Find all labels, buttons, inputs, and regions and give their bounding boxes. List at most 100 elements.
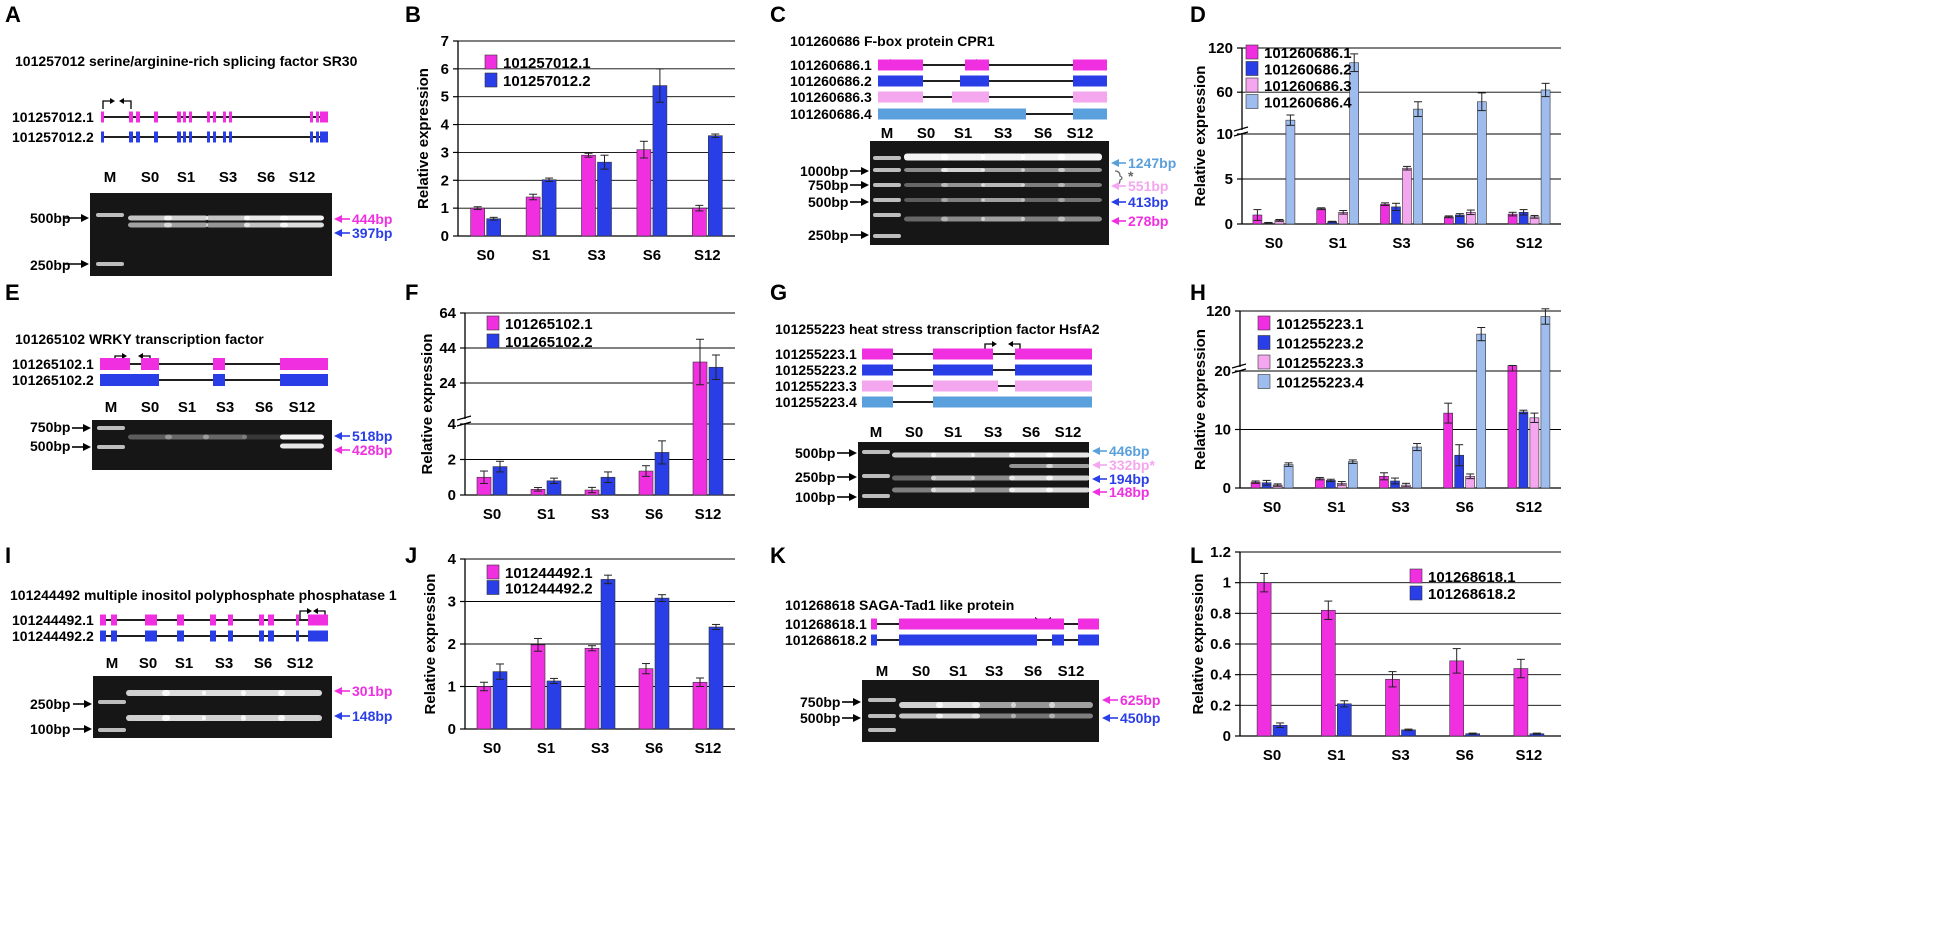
x-tick-label-D-S12: S12 (1516, 235, 1543, 252)
bar-L-101268618.1-S3 (1385, 678, 1400, 737)
x-tick-label-B-S6: S6 (643, 247, 661, 264)
exon (177, 131, 181, 143)
exon (223, 111, 226, 123)
y-tick-label-L: 1 (1223, 575, 1231, 592)
y-tick-label-B: 7 (441, 33, 449, 50)
gel-band (128, 222, 172, 228)
errorbar-F-101265102.2-S3 (604, 471, 612, 484)
y-tick-label-J: 4 (448, 551, 457, 568)
gel-band (899, 713, 943, 719)
y-tick-label-D: 5 (1225, 171, 1233, 188)
bar-F-101265102.2-S12 (708, 366, 724, 496)
y-tick-label-L: 1.2 (1210, 544, 1231, 561)
lane-label-E-M: M (105, 399, 118, 416)
y-tick-label-L: 0 (1223, 728, 1231, 745)
ladder-label-G-250: 250bp (795, 469, 835, 485)
bar-L-101268618.2-S1 (1337, 703, 1352, 737)
legend-label-B-101257012.2: 101257012.2 (503, 73, 591, 90)
ladder-arrow-G1 (837, 449, 857, 457)
lane-label-C-S12: S12 (1067, 125, 1094, 142)
legend-swatch-H (1257, 335, 1271, 350)
exon (952, 91, 989, 103)
x-tick-label-L-S1: S1 (1327, 747, 1345, 764)
lane-label-E-S1: S1 (178, 399, 196, 416)
band-label-C-star: * (1128, 168, 1134, 184)
panel-letter-E: E (5, 280, 20, 305)
legend-swatch-J (486, 564, 500, 580)
errorbar-D-101260686.4-S12 (1541, 82, 1550, 98)
gel-band (164, 222, 208, 228)
gene-model-C3 (878, 91, 1107, 103)
lane-label-A-S12: S12 (289, 169, 316, 186)
errorbar-L-101268618.1-S1 (1324, 600, 1333, 620)
gel-band (892, 487, 936, 493)
band-label-G1: 446bp (1109, 443, 1149, 459)
legend-label-B-101257012.1: 101257012.1 (503, 55, 591, 72)
y-tick-label-H: 0 (1223, 480, 1231, 497)
bar-B-101257012.2-S12 (707, 135, 723, 237)
exon (960, 75, 989, 87)
exon (862, 348, 893, 360)
exon (129, 131, 133, 143)
errorbar-F-101265102.1-S3 (588, 486, 596, 494)
y-axis-label-J: Relative expression (422, 574, 439, 715)
gel-band (241, 690, 285, 696)
lane-label-A-S1: S1 (177, 169, 195, 186)
errorbar-D-101260686.4-S1 (1350, 53, 1359, 73)
bar-H-101255223.4-S12 (1540, 316, 1551, 489)
exon (1078, 618, 1099, 630)
x-tick-label-F-S6: S6 (645, 506, 663, 523)
gel-band (1021, 153, 1065, 161)
exon (899, 634, 1037, 646)
lane-label-A-M: M (104, 169, 117, 186)
errorbar-B-101257012.1-S6 (639, 140, 648, 159)
ladder-label-C-750: 750bp (808, 177, 848, 193)
lane-label-E-S6: S6 (255, 399, 273, 416)
isoform-label-C-2: 101260686.2 (790, 73, 872, 89)
isoform-label-G-1: 101255223.1 (775, 346, 857, 362)
gel-band (1049, 713, 1093, 719)
gel-band (1046, 452, 1090, 458)
exon (878, 75, 923, 87)
x-tick-label-H-S12: S12 (1516, 499, 1543, 516)
bar-D-101260686.3-S3 (1402, 167, 1412, 225)
errorbar-B-101257012.1-S3 (584, 152, 593, 158)
errorbar-J-101244492.2-S3 (604, 574, 612, 585)
gel-I (93, 676, 332, 738)
legend-swatch-H (1257, 315, 1271, 331)
errorbar-J-101244492.2-S12 (712, 623, 720, 631)
legend-swatch-H (1257, 354, 1271, 370)
isoform-label-I-2: 101244492.2 (12, 628, 94, 644)
band-arrow-E1 (334, 432, 350, 440)
band-label-G3: 194bp (1109, 471, 1149, 487)
panel-title-E: 101265102 WRKY transcription factor (15, 331, 264, 347)
errorbar-D-101260686.1-S3 (1381, 202, 1389, 207)
exon (296, 614, 299, 626)
y-tick-label-L: 0.4 (1210, 667, 1232, 684)
ladder-label-E-750: 750bp (30, 419, 70, 435)
isoform-label-I-1: 101244492.1 (12, 612, 94, 628)
band-label-C3: 413bp (1128, 194, 1168, 210)
legend-label-H-101255223.1: 101255223.1 (1276, 316, 1364, 333)
isoform-label-G-2: 101255223.2 (775, 362, 857, 378)
ladder-label-A-250: 250bp (30, 257, 70, 273)
gel-band (931, 487, 975, 493)
y-axis-label-D: Relative expression (1192, 66, 1209, 207)
gel-band (904, 153, 948, 161)
bar-J-101244492.1-S3 (584, 647, 600, 730)
chart-H: 0 10 20 120 S0 S1 S3 S6 S12 Relative expression 10… (1192, 303, 1561, 516)
x-tick-label-L-S3: S3 (1391, 747, 1409, 764)
isoform-label-K-2: 101268618.2 (785, 632, 867, 648)
errorbar-J-101244492.2-S1 (550, 677, 558, 685)
exon (280, 358, 328, 370)
legend-label-F-101265102.2: 101265102.2 (505, 334, 593, 351)
legend-swatch-B (484, 72, 498, 88)
band-label-C1: 1247bp (1128, 155, 1176, 171)
exon (1015, 364, 1092, 376)
gel-band (972, 713, 1016, 719)
gel-band (1009, 487, 1053, 493)
lane-label-C-S6: S6 (1034, 125, 1052, 142)
bar-H-101255223.4-S1 (1348, 461, 1358, 489)
exon (965, 59, 989, 71)
errorbar-F-101265102.2-S0 (496, 460, 504, 473)
